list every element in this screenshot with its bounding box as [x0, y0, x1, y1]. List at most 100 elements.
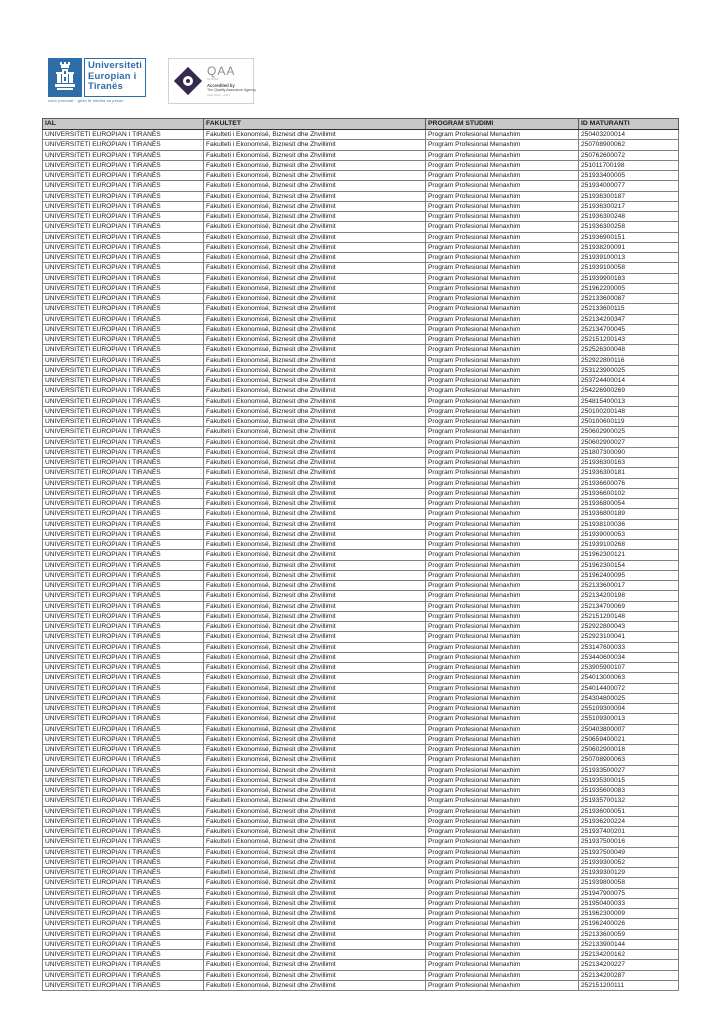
cell-id-maturanti: 253724400014	[578, 374, 679, 387]
cell-id-maturanti: 251938200091	[578, 241, 679, 254]
table-row: UNIVERSITETI EUROPIAN I TIRANËS Fakulteti…	[42, 333, 679, 346]
cell-fakultet: Fakulteti i Ekonomisë, Biznesit dhe Zhvi…	[203, 333, 426, 346]
table-row: UNIVERSITETI EUROPIAN I TIRANËS Fakulteti…	[42, 303, 679, 315]
cell-id-maturanti: 251936900151	[578, 231, 679, 243]
cell-ial: UNIVERSITETI EUROPIAN I TIRANËS	[42, 764, 204, 776]
cell-fakultet: Fakulteti i Ekonomisë, Biznesit dhe Zhvi…	[203, 508, 426, 520]
cell-ial: UNIVERSITETI EUROPIAN I TIRANËS	[42, 518, 204, 530]
cell-ial: UNIVERSITETI EUROPIAN I TIRANËS	[42, 262, 204, 274]
cell-fakultet: Fakulteti i Ekonomisë, Biznesit dhe Zhvi…	[203, 723, 426, 735]
cell-program-studimi: Program Profesional Menaxhim	[425, 241, 579, 254]
cell-ial: UNIVERSITETI EUROPIAN I TIRANËS	[42, 190, 204, 202]
cell-fakultet: Fakulteti i Ekonomisë, Biznesit dhe Zhvi…	[203, 938, 426, 951]
cell-id-maturanti: 252922800116	[578, 354, 679, 366]
cell-ial: UNIVERSITETI EUROPIAN I TIRANËS	[42, 405, 204, 418]
cell-program-studimi: Program Profesional Menaxhim	[425, 600, 579, 612]
cell-ial: UNIVERSITETI EUROPIAN I TIRANËS	[42, 354, 204, 366]
cell-id-maturanti: 250762600072	[578, 149, 679, 161]
cell-program-studimi: Program Profesional Menaxhim	[425, 436, 579, 448]
cell-fakultet: Fakulteti i Ekonomisë, Biznesit dhe Zhvi…	[203, 477, 426, 489]
table-row: UNIVERSITETI EUROPIAN I TIRANËS Fakulteti…	[42, 620, 679, 633]
cell-id-maturanti: 251935700132	[578, 795, 679, 807]
cell-id-maturanti: 251937400201	[578, 825, 679, 838]
cell-program-studimi: Program Profesional Menaxhim	[425, 385, 579, 397]
cell-program-studimi: Program Profesional Menaxhim	[425, 139, 579, 151]
cell-ial: UNIVERSITETI EUROPIAN I TIRANËS	[42, 631, 204, 643]
table-row: UNIVERSITETI EUROPIAN I TIRANËS Fakulteti…	[42, 344, 679, 356]
cell-id-maturanti: 252134200198	[578, 590, 679, 602]
cell-program-studimi: Program Profesional Menaxhim	[425, 948, 579, 961]
cell-ial: UNIVERSITETI EUROPIAN I TIRANËS	[42, 364, 204, 377]
cell-program-studimi: Program Profesional Menaxhim	[425, 497, 579, 510]
cell-fakultet: Fakulteti i Ekonomisë, Biznesit dhe Zhvi…	[203, 856, 426, 869]
table-row: UNIVERSITETI EUROPIAN I TIRANËS Fakulteti…	[42, 149, 679, 161]
cell-fakultet: Fakulteti i Ekonomisë, Biznesit dhe Zhvi…	[203, 825, 426, 838]
uet-logo-top: Universiteti Europian i Tiranës	[48, 58, 150, 97]
table-row: UNIVERSITETI EUROPIAN I TIRANËS Fakulteti…	[42, 538, 679, 551]
cell-program-studimi: Program Profesional Menaxhim	[425, 651, 579, 664]
cell-program-studimi: Program Profesional Menaxhim	[425, 579, 579, 592]
cell-id-maturanti: 251934000077	[578, 180, 679, 192]
cell-fakultet: Fakulteti i Ekonomisë, Biznesit dhe Zhvi…	[203, 190, 426, 202]
cell-ial: UNIVERSITETI EUROPIAN I TIRANËS	[42, 805, 204, 817]
cell-program-studimi: Program Profesional Menaxhim	[425, 149, 579, 161]
cell-id-maturanti: 251939100013	[578, 251, 679, 264]
cell-ial: UNIVERSITETI EUROPIAN I TIRANËS	[42, 907, 204, 920]
cell-program-studimi: Program Profesional Menaxhim	[425, 467, 579, 479]
cell-program-studimi: Program Profesional Menaxhim	[425, 918, 579, 930]
cell-id-maturanti: 255109300013	[578, 713, 679, 725]
cell-fakultet: Fakulteti i Ekonomisë, Biznesit dhe Zhvi…	[203, 713, 426, 725]
table-row: UNIVERSITETI EUROPIAN I TIRANËS Fakulteti…	[42, 631, 679, 643]
cell-program-studimi: Program Profesional Menaxhim	[425, 815, 579, 828]
cell-id-maturanti: 251936300163	[578, 456, 679, 469]
cell-id-maturanti: 251935300015	[578, 774, 679, 787]
cell-fakultet: Fakulteti i Ekonomisë, Biznesit dhe Zhvi…	[203, 559, 426, 571]
table-row: UNIVERSITETI EUROPIAN I TIRANËS Fakulteti…	[42, 518, 679, 530]
cell-program-studimi: Program Profesional Menaxhim	[425, 959, 579, 971]
cell-id-maturanti: 251938100036	[578, 518, 679, 530]
cell-ial: UNIVERSITETI EUROPIAN I TIRANËS	[42, 969, 204, 981]
cell-program-studimi: Program Profesional Menaxhim	[425, 836, 579, 848]
cell-fakultet: Fakulteti i Ekonomisë, Biznesit dhe Zhvi…	[203, 682, 426, 694]
cell-ial: UNIVERSITETI EUROPIAN I TIRANËS	[42, 528, 204, 541]
cell-fakultet: Fakulteti i Ekonomisë, Biznesit dhe Zhvi…	[203, 487, 426, 500]
cell-id-maturanti: 251962200005	[578, 282, 679, 295]
cell-id-maturanti: 251936300187	[578, 190, 679, 202]
table-row: UNIVERSITETI EUROPIAN I TIRANËS Fakulteti…	[42, 661, 679, 674]
cell-program-studimi: Program Profesional Menaxhim	[425, 661, 579, 674]
table-row: UNIVERSITETI EUROPIAN I TIRANËS Fakulteti…	[42, 887, 679, 899]
table-header-row: IAL FAKULTET PROGRAM STUDIMI ID MATURANT…	[42, 118, 679, 130]
cell-fakultet: Fakulteti i Ekonomisë, Biznesit dhe Zhvi…	[203, 272, 426, 284]
cell-ial: UNIVERSITETI EUROPIAN I TIRANËS	[42, 344, 204, 356]
table-row: UNIVERSITETI EUROPIAN I TIRANËS Fakulteti…	[42, 836, 679, 848]
cell-fakultet: Fakulteti i Ekonomisë, Biznesit dhe Zhvi…	[203, 784, 426, 797]
table-row: UNIVERSITETI EUROPIAN I TIRANËS Fakulteti…	[42, 508, 679, 520]
table-row: UNIVERSITETI EUROPIAN I TIRANËS Fakulteti…	[42, 395, 679, 407]
cell-ial: UNIVERSITETI EUROPIAN I TIRANËS	[42, 487, 204, 500]
cell-ial: UNIVERSITETI EUROPIAN I TIRANËS	[42, 313, 204, 325]
table-row: UNIVERSITETI EUROPIAN I TIRANËS Fakulteti…	[42, 405, 679, 418]
cell-fakultet: Fakulteti i Ekonomisë, Biznesit dhe Zhvi…	[203, 661, 426, 674]
cell-program-studimi: Program Profesional Menaxhim	[425, 303, 579, 315]
cell-id-maturanti: 252134200347	[578, 313, 679, 325]
cell-fakultet: Fakulteti i Ekonomisë, Biznesit dhe Zhvi…	[203, 497, 426, 510]
cell-fakultet: Fakulteti i Ekonomisë, Biznesit dhe Zhvi…	[203, 590, 426, 602]
qaa-acronym: QAA	[207, 63, 236, 78]
cell-id-maturanti: 251937500049	[578, 846, 679, 858]
cell-id-maturanti: 251939100268	[578, 538, 679, 551]
cell-ial: UNIVERSITETI EUROPIAN I TIRANËS	[42, 569, 204, 582]
cell-program-studimi: Program Profesional Menaxhim	[425, 518, 579, 530]
cell-id-maturanti: 250602900018	[578, 743, 679, 756]
cell-fakultet: Fakulteti i Ekonomisë, Biznesit dhe Zhvi…	[203, 836, 426, 848]
cell-ial: UNIVERSITETI EUROPIAN I TIRANËS	[42, 948, 204, 961]
cell-ial: UNIVERSITETI EUROPIAN I TIRANËS	[42, 549, 204, 561]
cell-fakultet: Fakulteti i Ekonomisë, Biznesit dhe Zhvi…	[203, 702, 426, 715]
cell-fakultet: Fakulteti i Ekonomisë, Biznesit dhe Zhvi…	[203, 262, 426, 274]
qaa-text-block: QAA Certified Accredited by The Quality …	[207, 65, 256, 98]
cell-program-studimi: Program Profesional Menaxhim	[425, 713, 579, 725]
cell-fakultet: Fakulteti i Ekonomisë, Biznesit dhe Zhvi…	[203, 600, 426, 612]
cell-ial: UNIVERSITETI EUROPIAN I TIRANËS	[42, 866, 204, 879]
cell-id-maturanti: 251939300129	[578, 866, 679, 879]
cell-program-studimi: Program Profesional Menaxhim	[425, 231, 579, 243]
cell-fakultet: Fakulteti i Ekonomisë, Biznesit dhe Zhvi…	[203, 579, 426, 592]
